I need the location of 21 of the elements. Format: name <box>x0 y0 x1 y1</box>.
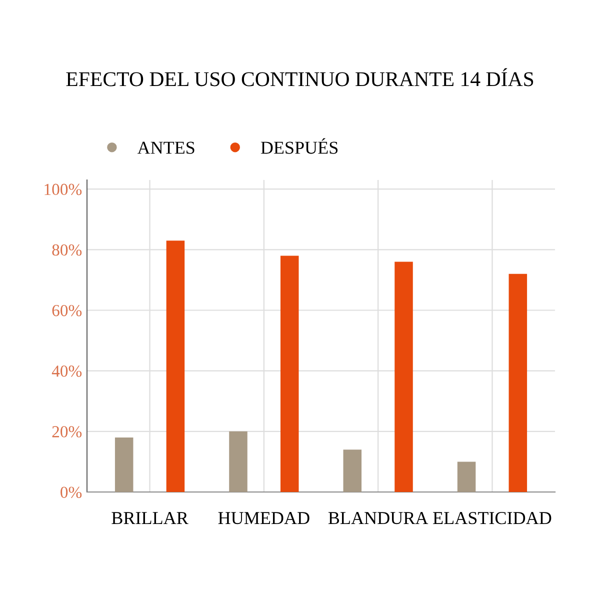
bar <box>457 462 476 492</box>
legend-label: ANTES <box>137 142 194 154</box>
bar <box>343 450 362 492</box>
legend-label: DESPUÉS <box>260 138 338 154</box>
x-tick-label: HUMEDAD <box>218 512 310 524</box>
chart-title: EFECTO DEL USO CONTINUO DURANTE 14 DÍAS <box>66 68 534 86</box>
bar <box>166 240 185 492</box>
bar <box>394 262 413 492</box>
x-tick-label: ELASTICIDAD <box>433 512 552 524</box>
x-tick-label: BLANDURA <box>328 512 428 524</box>
bar <box>280 256 299 492</box>
y-tick-label: 60% <box>52 304 82 316</box>
y-tick-label: 100% <box>44 184 82 196</box>
bar <box>229 431 248 492</box>
x-tick-label: BRILLAR <box>112 512 188 524</box>
bar <box>508 274 528 492</box>
y-tick-label: 20% <box>52 426 82 438</box>
bar <box>114 437 134 492</box>
y-tick-label: 80% <box>52 244 82 256</box>
y-tick-label: 0% <box>60 486 82 498</box>
y-tick-label: 40% <box>52 366 82 377</box>
